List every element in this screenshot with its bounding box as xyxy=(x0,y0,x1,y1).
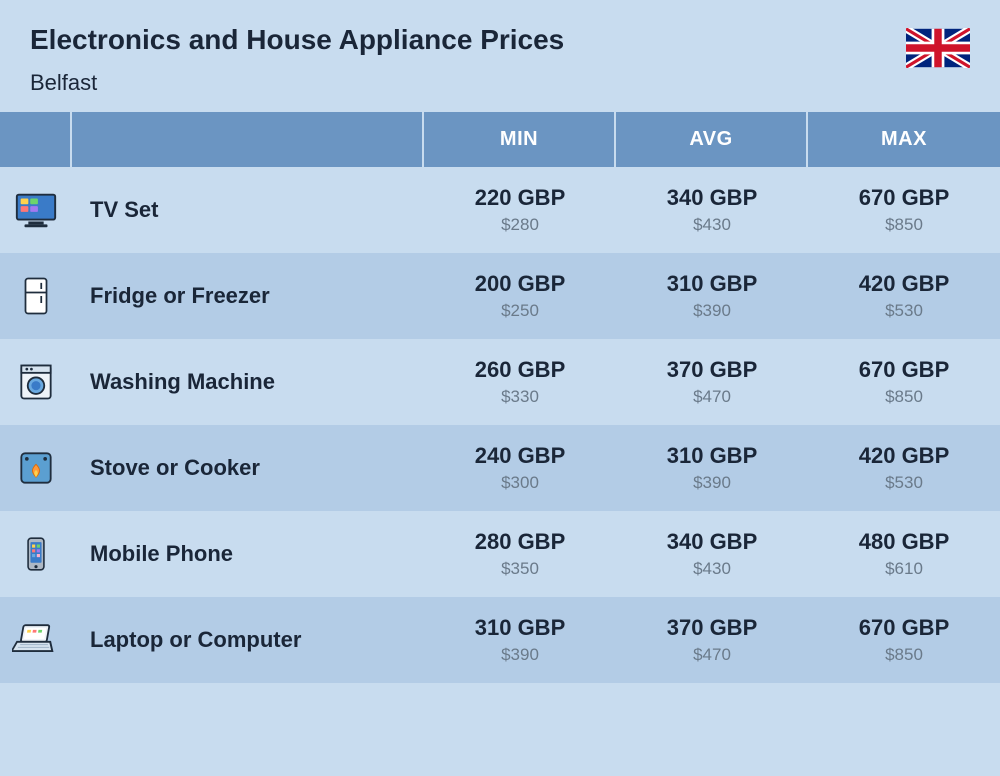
uk-flag-icon xyxy=(906,28,970,68)
avg-usd: $470 xyxy=(693,387,731,407)
row-icon-cell xyxy=(0,167,72,253)
min-usd: $300 xyxy=(501,473,539,493)
row-min-cell: 260 GBP $330 xyxy=(424,339,616,425)
table-row: Stove or Cooker 240 GBP $300 310 GBP $390 420… xyxy=(0,425,1000,511)
table-row: Mobile Phone 280 GBP $350 340 GBP $430 480 GB… xyxy=(0,511,1000,597)
avg-usd: $430 xyxy=(693,215,731,235)
max-usd: $530 xyxy=(885,473,923,493)
avg-gbp: 310 GBP xyxy=(667,271,758,297)
header-max-col: MAX xyxy=(808,112,1000,167)
row-name: Stove or Cooker xyxy=(72,425,424,511)
row-max-cell: 670 GBP $850 xyxy=(808,167,1000,253)
table-row: TV Set 220 GBP $280 340 GBP $430 670 GBP $850 xyxy=(0,167,1000,253)
header-avg-col: AVG xyxy=(616,112,808,167)
table-row: Laptop or Computer 310 GBP $390 370 GBP $470… xyxy=(0,597,1000,683)
avg-gbp: 340 GBP xyxy=(667,529,758,555)
row-name: Laptop or Computer xyxy=(72,597,424,683)
row-min-cell: 220 GBP $280 xyxy=(424,167,616,253)
table-header: MIN AVG MAX xyxy=(0,112,1000,167)
max-usd: $850 xyxy=(885,645,923,665)
max-usd: $850 xyxy=(885,215,923,235)
row-max-cell: 480 GBP $610 xyxy=(808,511,1000,597)
max-gbp: 480 GBP xyxy=(859,529,950,555)
min-usd: $390 xyxy=(501,645,539,665)
row-avg-cell: 310 GBP $390 xyxy=(616,253,808,339)
row-name: Mobile Phone xyxy=(72,511,424,597)
row-min-cell: 310 GBP $390 xyxy=(424,597,616,683)
row-name: TV Set xyxy=(72,167,424,253)
max-gbp: 420 GBP xyxy=(859,271,950,297)
row-icon-cell xyxy=(0,253,72,339)
row-min-cell: 200 GBP $250 xyxy=(424,253,616,339)
tv-icon xyxy=(12,186,60,234)
header-min-col: MIN xyxy=(424,112,616,167)
max-gbp: 420 GBP xyxy=(859,443,950,469)
max-usd: $850 xyxy=(885,387,923,407)
avg-gbp: 370 GBP xyxy=(667,357,758,383)
row-max-cell: 670 GBP $850 xyxy=(808,597,1000,683)
row-min-cell: 240 GBP $300 xyxy=(424,425,616,511)
stove-icon xyxy=(12,444,60,492)
header-name-col xyxy=(72,112,424,167)
page-title: Electronics and House Appliance Prices xyxy=(30,24,564,56)
row-avg-cell: 340 GBP $430 xyxy=(616,167,808,253)
avg-usd: $470 xyxy=(693,645,731,665)
min-usd: $330 xyxy=(501,387,539,407)
min-usd: $280 xyxy=(501,215,539,235)
header-icon-col xyxy=(0,112,72,167)
row-icon-cell xyxy=(0,511,72,597)
row-icon-cell xyxy=(0,339,72,425)
phone-icon xyxy=(12,530,60,578)
row-max-cell: 420 GBP $530 xyxy=(808,425,1000,511)
avg-usd: $390 xyxy=(693,301,731,321)
avg-gbp: 310 GBP xyxy=(667,443,758,469)
row-icon-cell xyxy=(0,425,72,511)
avg-gbp: 370 GBP xyxy=(667,615,758,641)
avg-gbp: 340 GBP xyxy=(667,185,758,211)
row-max-cell: 420 GBP $530 xyxy=(808,253,1000,339)
max-usd: $610 xyxy=(885,559,923,579)
row-avg-cell: 310 GBP $390 xyxy=(616,425,808,511)
max-usd: $530 xyxy=(885,301,923,321)
laptop-icon xyxy=(12,616,60,664)
fridge-icon xyxy=(12,272,60,320)
min-gbp: 240 GBP xyxy=(475,443,566,469)
table-row: Fridge or Freezer 200 GBP $250 310 GBP $390 4… xyxy=(0,253,1000,339)
page-subtitle: Belfast xyxy=(30,70,564,96)
row-avg-cell: 370 GBP $470 xyxy=(616,597,808,683)
row-name: Fridge or Freezer xyxy=(72,253,424,339)
row-name: Washing Machine xyxy=(72,339,424,425)
row-max-cell: 670 GBP $850 xyxy=(808,339,1000,425)
min-gbp: 200 GBP xyxy=(475,271,566,297)
min-usd: $350 xyxy=(501,559,539,579)
row-avg-cell: 340 GBP $430 xyxy=(616,511,808,597)
min-gbp: 280 GBP xyxy=(475,529,566,555)
washer-icon xyxy=(12,358,60,406)
min-usd: $250 xyxy=(501,301,539,321)
row-icon-cell xyxy=(0,597,72,683)
prices-table: MIN AVG MAX TV Set 220 GBP $280 340 GBP $430… xyxy=(0,112,1000,683)
row-avg-cell: 370 GBP $470 xyxy=(616,339,808,425)
max-gbp: 670 GBP xyxy=(859,185,950,211)
row-min-cell: 280 GBP $350 xyxy=(424,511,616,597)
min-gbp: 310 GBP xyxy=(475,615,566,641)
min-gbp: 260 GBP xyxy=(475,357,566,383)
table-row: Washing Machine 260 GBP $330 370 GBP $470 670… xyxy=(0,339,1000,425)
avg-usd: $390 xyxy=(693,473,731,493)
max-gbp: 670 GBP xyxy=(859,615,950,641)
max-gbp: 670 GBP xyxy=(859,357,950,383)
min-gbp: 220 GBP xyxy=(475,185,566,211)
avg-usd: $430 xyxy=(693,559,731,579)
